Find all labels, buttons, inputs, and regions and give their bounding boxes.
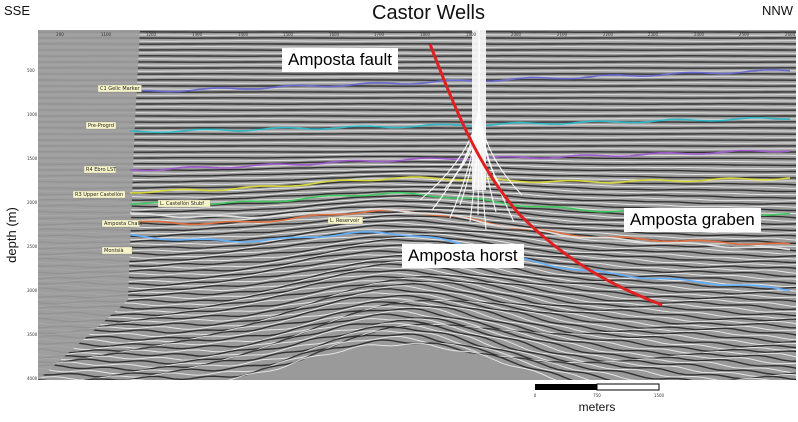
x-tick-label: 1400 (238, 32, 249, 37)
scale-bar: 0 750 1500 meters (534, 384, 665, 414)
horizon-label: R3 Upper Castellón (75, 191, 123, 198)
x-tick-label: 2300 (648, 32, 659, 37)
horizon-label: Pre-Progrd (88, 123, 114, 129)
label-amposta-fault: Amposta fault (282, 48, 398, 72)
y-tick-label: 4000 (27, 376, 38, 381)
y-tick-label: 2500 (27, 244, 38, 249)
y-tick-label: 3500 (27, 332, 38, 337)
y-tick-label: 2000 (27, 200, 38, 205)
scale-tick-0: 0 (534, 393, 537, 398)
horizon-label: L. Reservoir (330, 218, 360, 224)
y-tick-label: 3000 (27, 288, 38, 293)
horizon-label: L. Castellón Stubf (160, 200, 204, 207)
x-tick-label: 1800 (420, 32, 431, 37)
x-tick-label: 200 (56, 32, 64, 37)
horizon-label: Amposta Chalk (104, 221, 142, 227)
scale-tick-1500: 1500 (654, 393, 665, 398)
x-tick-label: 2500 (739, 32, 750, 37)
x-tick-label: 1200 (146, 32, 157, 37)
x-tick-label: 2600 (785, 32, 796, 37)
x-tick-label: 2200 (603, 32, 614, 37)
label-amposta-horst: Amposta horst (402, 244, 524, 268)
y-axis-label: depth (m) (4, 207, 19, 263)
x-tick-label: 1600 (329, 32, 340, 37)
x-tick-label: 1100 (101, 32, 112, 37)
scale-unit: meters (579, 400, 616, 414)
y-tick-label: 1500 (27, 156, 38, 161)
x-tick-label: 1500 (283, 32, 294, 37)
x-tick-label: 1300 (192, 32, 203, 37)
horizon-label: C1 Gelic Marker (100, 86, 141, 92)
x-tick-label: 2400 (694, 32, 705, 37)
y-axis-ticks: 500 1000 1500 2000 2500 3000 3500 4000 (27, 68, 38, 381)
label-amposta-graben: Amposta graben (624, 208, 761, 232)
x-tick-label: 1700 (374, 32, 385, 37)
x-tick-label: 2100 (557, 32, 568, 37)
x-tick-label: 1900 (466, 32, 477, 37)
horizon-label: R4 Ebro LST (86, 167, 117, 173)
figure-title: Castor Wells (372, 2, 485, 25)
horizon-label: Montsià (104, 247, 124, 254)
reflector-line (38, 152, 798, 153)
scale-tick-750: 750 (593, 393, 601, 398)
y-tick-label: 1000 (27, 112, 38, 117)
y-tick-label: 500 (27, 68, 35, 73)
x-tick-label: 2000 (511, 32, 522, 37)
direction-left: SSE (4, 3, 30, 18)
direction-right: NNW (762, 3, 793, 18)
